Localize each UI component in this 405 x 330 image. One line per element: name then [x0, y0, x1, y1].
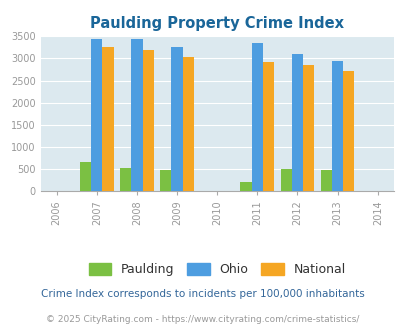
Bar [102, 48, 113, 191]
Bar [280, 169, 291, 191]
Bar [240, 182, 251, 191]
Bar [182, 57, 194, 191]
Bar [291, 54, 303, 191]
Bar [331, 61, 342, 191]
Bar [303, 65, 313, 191]
Bar [262, 62, 273, 191]
Bar [342, 71, 354, 191]
Bar [142, 50, 153, 191]
Bar [80, 162, 91, 191]
Bar [91, 39, 102, 191]
Text: © 2025 CityRating.com - https://www.cityrating.com/crime-statistics/: © 2025 CityRating.com - https://www.city… [46, 315, 359, 324]
Bar [320, 170, 331, 191]
Bar [120, 168, 131, 191]
Bar [160, 170, 171, 191]
Bar [131, 39, 142, 191]
Bar [251, 43, 262, 191]
Bar [171, 47, 182, 191]
Title: Paulding Property Crime Index: Paulding Property Crime Index [90, 16, 343, 31]
Legend: Paulding, Ohio, National: Paulding, Ohio, National [83, 258, 350, 281]
Text: Crime Index corresponds to incidents per 100,000 inhabitants: Crime Index corresponds to incidents per… [41, 289, 364, 299]
